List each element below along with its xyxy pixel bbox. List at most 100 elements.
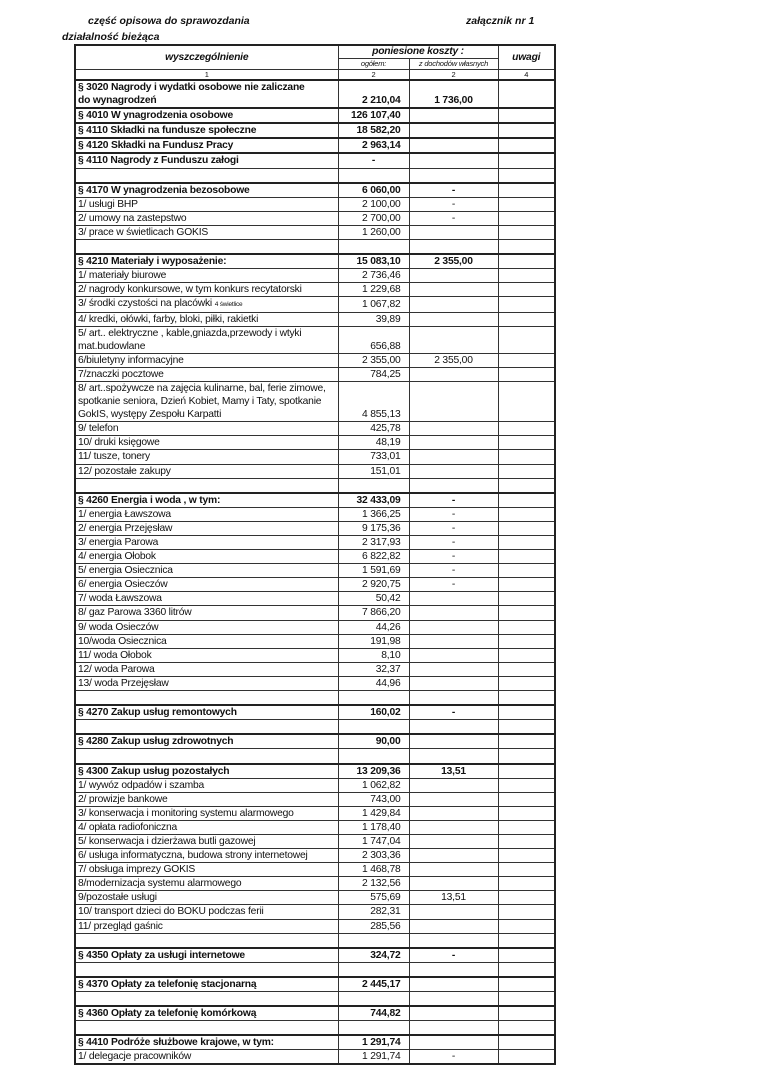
total-value: 2 100,00 bbox=[337, 196, 410, 212]
row-label-text: § 4110 Składki na fundusze społeczne bbox=[78, 125, 257, 137]
spacer-row bbox=[74, 477, 556, 494]
row-label bbox=[74, 961, 339, 978]
row-label-text: 8/ art..spożywcze na zajęcia kulinarne, … bbox=[78, 382, 326, 421]
row-label: § 4170 W ynagrodzenia bezosobowe bbox=[74, 181, 339, 198]
remarks-cell bbox=[497, 975, 556, 992]
own-income-value bbox=[408, 366, 499, 382]
own-income-value bbox=[408, 591, 499, 607]
row-label: 3/ energia Parowa bbox=[74, 534, 339, 551]
table-row: § 4350 Opłaty za usługi internetowe 324,7… bbox=[74, 946, 556, 963]
total-value: 6 822,82 bbox=[337, 549, 410, 565]
own-income-value bbox=[408, 633, 499, 649]
own-income-value bbox=[408, 1020, 499, 1036]
table-row: 2/ energia Przejęsław 9 175,36- bbox=[74, 520, 556, 537]
row-label-text: 5/ konserwacja i dzierżawa butli gazowej bbox=[78, 835, 256, 847]
remarks-cell bbox=[497, 1034, 556, 1051]
table-row: 11/ przegląd gaśnic 285,56 bbox=[74, 918, 556, 934]
col-number: 2 bbox=[408, 69, 499, 81]
row-label: 7/znaczki pocztowe bbox=[74, 366, 339, 382]
own-income-value: - bbox=[408, 196, 499, 212]
total-value: 656,88 bbox=[337, 325, 410, 354]
remarks-cell bbox=[497, 946, 556, 963]
row-label-text: 1/ materiały biurowe bbox=[78, 270, 167, 282]
own-income-value bbox=[408, 325, 499, 354]
total-value: 2 317,93 bbox=[337, 534, 410, 551]
table-row: 5/ art.. elektryczne , kable,gniazda,prz… bbox=[74, 325, 556, 354]
remarks-cell bbox=[497, 904, 556, 920]
table-row: 2/ prowizje bankowe 743,00 bbox=[74, 791, 556, 807]
row-label-text: 9/ telefon bbox=[78, 423, 119, 435]
remarks-cell bbox=[497, 196, 556, 212]
own-income-value bbox=[408, 918, 499, 934]
total-value: 1 229,68 bbox=[337, 282, 410, 298]
table-row: 2/ umowy na zastepstwo 2 700,00- bbox=[74, 210, 556, 226]
row-label: 10/ druki księgowe bbox=[74, 435, 339, 451]
total-value bbox=[337, 961, 410, 978]
remarks-cell bbox=[497, 675, 556, 692]
total-value: 1 591,69 bbox=[337, 563, 410, 579]
total-value: 48,19 bbox=[337, 435, 410, 451]
total-value: 39,89 bbox=[337, 311, 410, 327]
remarks-cell bbox=[497, 534, 556, 551]
own-income-value bbox=[408, 421, 499, 437]
row-label: 8/ gaz Parowa 3360 litrów bbox=[74, 605, 339, 621]
total-value: 160,02 bbox=[337, 704, 410, 721]
table-row: § 4370 Opłaty za telefonię stacjonarną 2 … bbox=[74, 975, 556, 992]
row-label: § 4120 Składki na Fundusz Pracy bbox=[74, 137, 339, 154]
remarks-cell bbox=[497, 107, 556, 124]
remarks-cell bbox=[497, 352, 556, 368]
row-label-text: § 4370 Opłaty za telefonię stacjonarną bbox=[78, 978, 257, 990]
row-label: 4/ energia Ołobok bbox=[74, 549, 339, 565]
spacer-row bbox=[74, 167, 556, 184]
remarks-cell bbox=[497, 380, 556, 423]
remarks-cell bbox=[497, 491, 556, 508]
total-value: 2 210,04 bbox=[337, 78, 410, 109]
row-label bbox=[74, 719, 339, 735]
table-row: § 4300 Zakup usług pozostałych 13 209,36 1… bbox=[74, 762, 556, 779]
row-label: § 4280 Zakup usług zdrowotnych bbox=[74, 733, 339, 750]
row-label: 2/ nagrody konkursowe, w tym konkurs rec… bbox=[74, 282, 339, 298]
table-row: § 4210 Materiały i wyposażenie: 15 083,10… bbox=[74, 253, 556, 270]
table-row: 8/ art..spożywcze na zajęcia kulinarne, … bbox=[74, 380, 556, 423]
total-value: 1 468,78 bbox=[337, 862, 410, 878]
total-value: 32 433,09 bbox=[337, 491, 410, 508]
total-value: 2 963,14 bbox=[337, 137, 410, 154]
row-label: 10/woda Osiecznica bbox=[74, 633, 339, 649]
table-row: 1/ energia Ławszowa 1 366,25- bbox=[74, 506, 556, 522]
col-header-own-income: z dochodów własnych bbox=[408, 58, 499, 70]
remarks-cell bbox=[497, 890, 556, 906]
row-label-text: 6/biuletyny informacyjne bbox=[78, 354, 184, 366]
total-value: - bbox=[337, 152, 410, 169]
own-income-value: 1 736,00 bbox=[408, 78, 499, 109]
total-value: 1 747,04 bbox=[337, 833, 410, 850]
row-label-text: § 4010 W ynagrodzenia osobowe bbox=[78, 110, 233, 122]
own-income-value bbox=[408, 463, 499, 479]
row-label: § 4260 Energia i woda , w tym: bbox=[74, 491, 339, 508]
spacer-row bbox=[74, 932, 556, 949]
row-label: 1/ usługi BHP bbox=[74, 196, 339, 212]
total-value bbox=[337, 1020, 410, 1036]
own-income-value bbox=[408, 282, 499, 298]
row-label: 1/ wywóz odpadów i szamba bbox=[74, 777, 339, 793]
remarks-cell bbox=[497, 311, 556, 327]
col-number: 4 bbox=[497, 69, 556, 81]
own-income-value bbox=[408, 975, 499, 992]
table-row: 5/ energia Osiecznica 1 591,69- bbox=[74, 563, 556, 579]
own-income-value: - bbox=[408, 1049, 499, 1065]
own-income-value bbox=[408, 748, 499, 764]
remarks-cell bbox=[497, 224, 556, 241]
own-income-value: 2 355,00 bbox=[408, 253, 499, 270]
total-value: 743,00 bbox=[337, 791, 410, 807]
total-value: 44,26 bbox=[337, 619, 410, 635]
own-income-value bbox=[408, 904, 499, 920]
remarks-cell bbox=[497, 520, 556, 537]
row-label-text: § 4410 Podróże służbowe krajowe, w tym: bbox=[78, 1037, 274, 1049]
row-label-text: 3/ konserwacja i monitoring systemu alar… bbox=[78, 807, 294, 819]
col-group-costs: poniesione koszty : bbox=[337, 44, 499, 59]
row-label bbox=[74, 167, 339, 184]
table-row: 1/ materiały biurowe 2 736,46 bbox=[74, 268, 556, 284]
own-income-value bbox=[408, 848, 499, 864]
remarks-cell bbox=[497, 325, 556, 354]
remarks-cell bbox=[497, 647, 556, 663]
remarks-cell bbox=[497, 932, 556, 949]
